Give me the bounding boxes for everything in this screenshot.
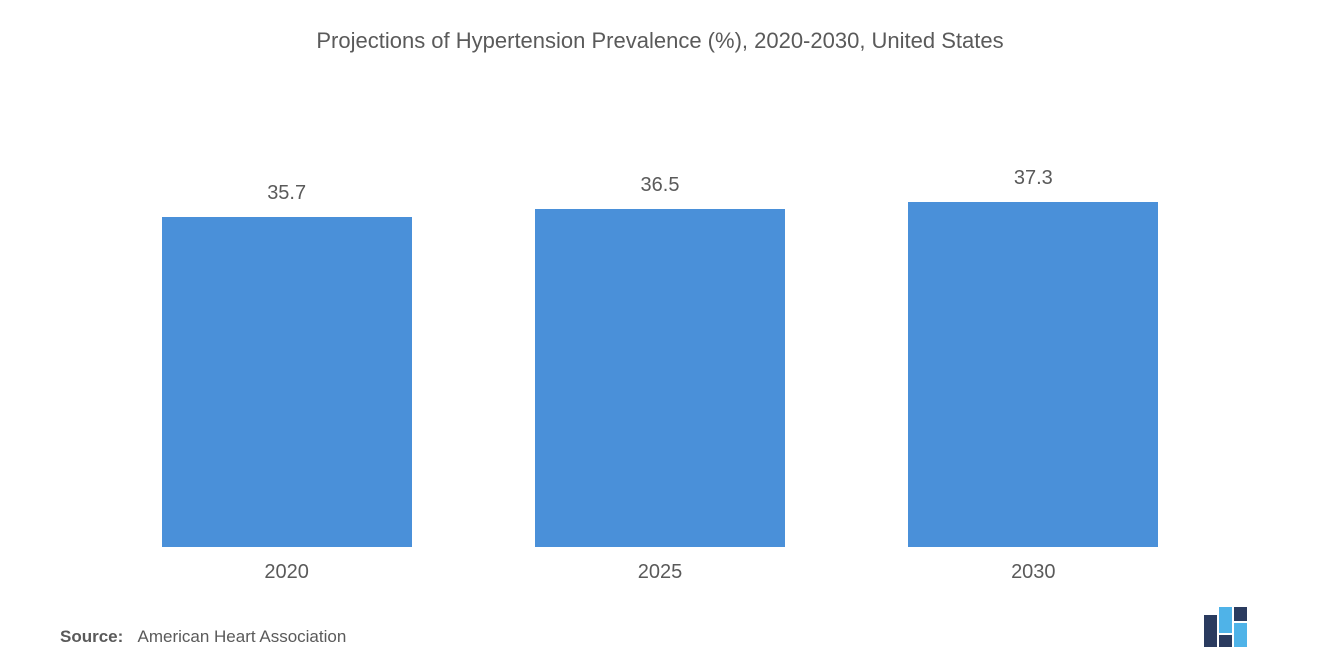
chart-footer: Source: American Heart Association [60, 607, 1260, 647]
bar-value-2: 37.3 [1014, 167, 1053, 190]
brand-logo-icon [1204, 607, 1260, 647]
chart-plot-area: 35.7 2020 36.5 2025 37.3 2030 [60, 64, 1260, 584]
bar-group-2: 37.3 2030 [893, 167, 1173, 584]
source-label: Source: [60, 627, 123, 646]
bar-label-0: 2020 [264, 561, 309, 584]
source-value: American Heart Association [137, 627, 346, 646]
bar-group-0: 35.7 2020 [147, 182, 427, 584]
bar-value-0: 35.7 [267, 182, 306, 205]
bar-1 [535, 209, 785, 547]
bar-label-1: 2025 [638, 561, 683, 584]
bar-2 [908, 202, 1158, 547]
bar-label-2: 2030 [1011, 561, 1056, 584]
source-citation: Source: American Heart Association [60, 627, 346, 647]
bar-value-1: 36.5 [641, 174, 680, 197]
chart-container: Projections of Hypertension Prevalence (… [0, 0, 1320, 665]
bar-0 [162, 217, 412, 547]
bar-group-1: 36.5 2025 [520, 174, 800, 584]
chart-title: Projections of Hypertension Prevalence (… [60, 28, 1260, 54]
